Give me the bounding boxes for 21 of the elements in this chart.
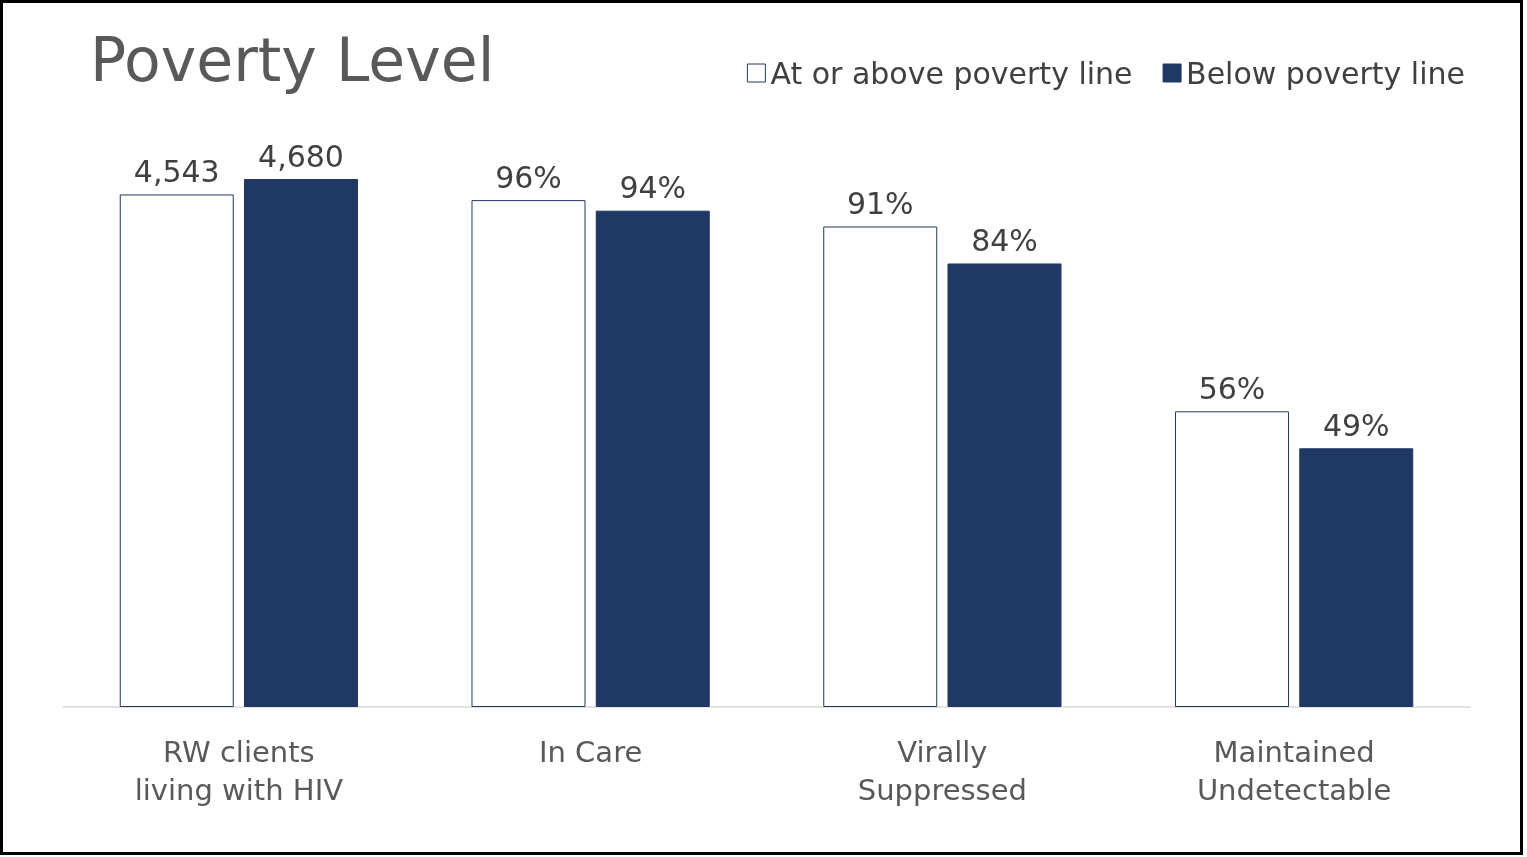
data-label: 84%: [971, 222, 1038, 258]
bar: [823, 226, 938, 707]
data-label: 96%: [495, 159, 562, 195]
x-tick-label: RW clients living with HIV: [134, 735, 344, 807]
legend-label: At or above poverty line: [770, 55, 1133, 91]
legend-label: Below poverty line: [1186, 55, 1465, 91]
bar: [1299, 448, 1414, 707]
data-label: 49%: [1322, 407, 1390, 443]
x-tick-label: Virally Suppressed: [857, 735, 1027, 807]
x-tick-label: In Care: [538, 735, 643, 769]
chart-title: Poverty Level: [90, 25, 495, 95]
data-label: 56%: [1198, 370, 1266, 406]
bar: [1174, 411, 1289, 707]
bar: [947, 263, 1062, 707]
x-tick-label: Maintained Undetectable: [1196, 735, 1392, 807]
bar: [471, 200, 586, 707]
data-label: 94%: [619, 170, 687, 206]
data-label: 91%: [846, 186, 914, 222]
data-label: 4,680: [258, 138, 344, 174]
data-label: 4,543: [133, 153, 220, 189]
bar: [595, 210, 710, 707]
